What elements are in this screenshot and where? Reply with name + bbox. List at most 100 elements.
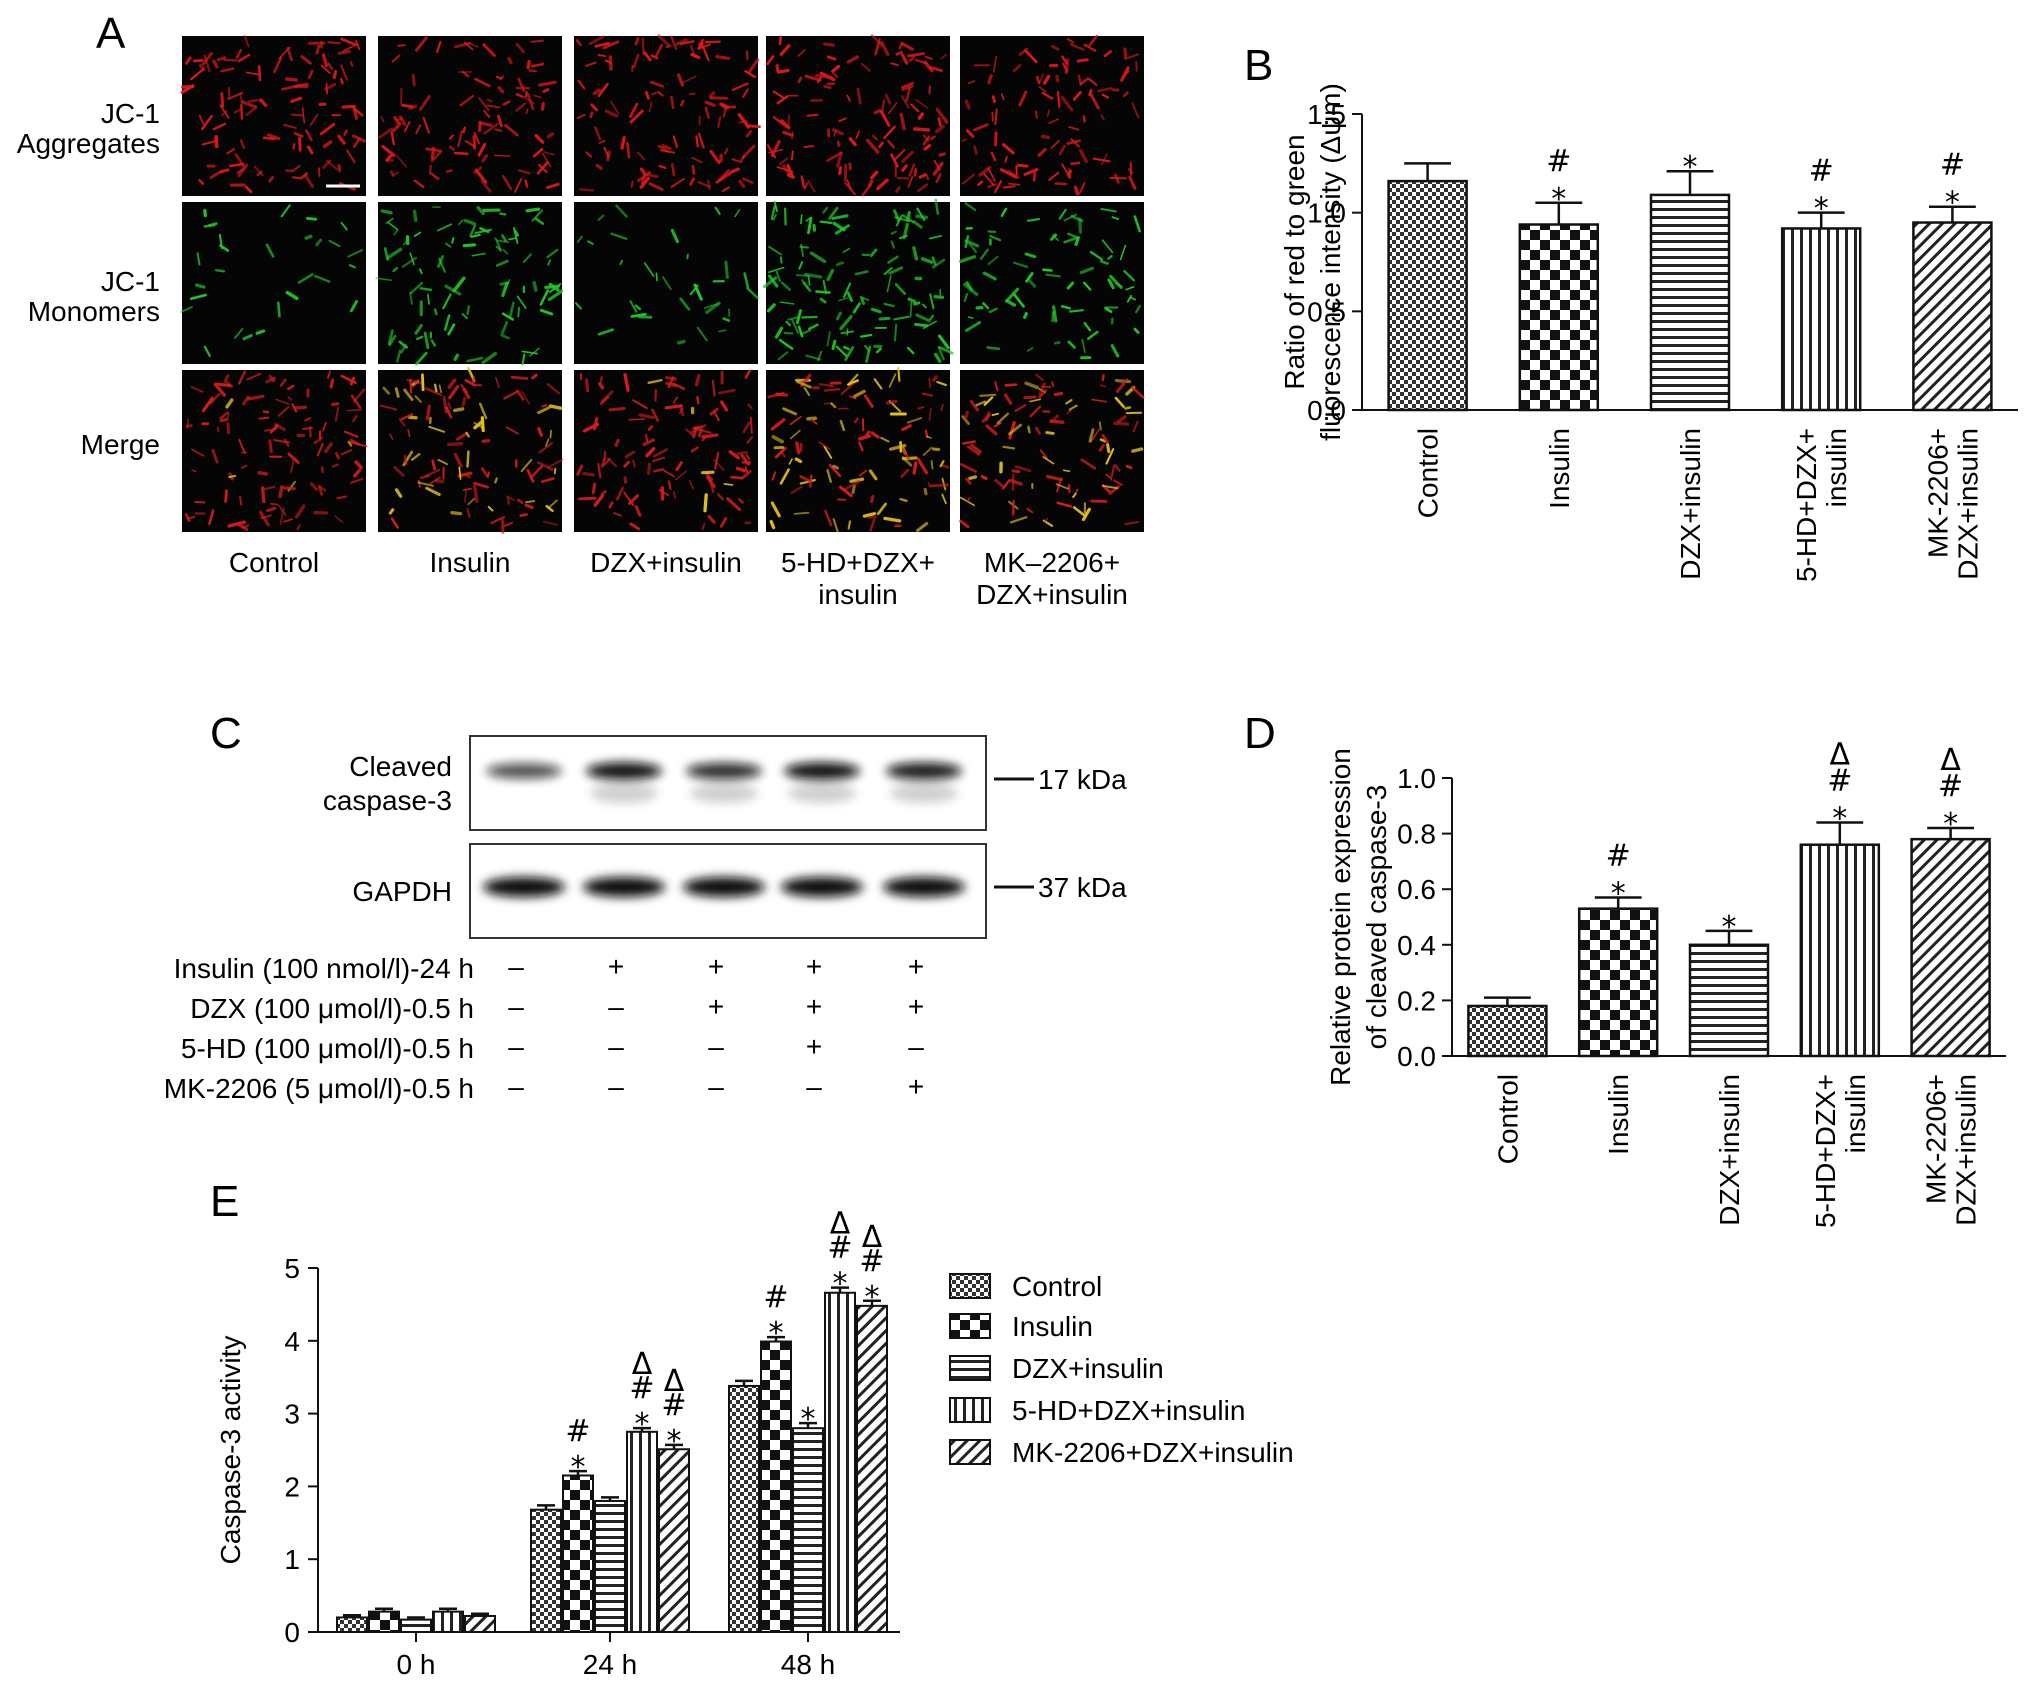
row-label-monomers: JC-1 — [101, 266, 160, 297]
treatment-label-1: DZX (100 μmol/l)-0.5 h — [190, 993, 474, 1024]
sig-marker-E: # — [565, 1414, 590, 1449]
legend-swatch-1 — [949, 1313, 991, 1339]
bar-E-0-0 — [336, 1616, 368, 1633]
treatment-sign-2-2: – — [708, 1031, 724, 1062]
blot-smear-3 — [788, 783, 856, 803]
micrograph-aggregates-4 — [960, 34, 1144, 196]
ytick-label-B: 1.0 — [1307, 198, 1346, 229]
xtick-label-D-0: Control — [1492, 1074, 1523, 1164]
row-label-aggregates: Aggregates — [17, 128, 160, 159]
treatment-sign-0-3: + — [806, 951, 822, 982]
ytick-label-E: 2 — [284, 1471, 300, 1502]
panel-letter-d: D — [1244, 709, 1276, 758]
legend-label-1: Insulin — [1012, 1311, 1093, 1342]
blot-band-1-2 — [683, 877, 765, 897]
ytick-label-B: 0.0 — [1307, 395, 1346, 426]
xtick-label-D-1: Insulin — [1603, 1074, 1634, 1155]
bar-E-1-0 — [530, 1508, 562, 1634]
sig-marker-E: # — [629, 1371, 654, 1406]
sig-marker-D-2: * — [1722, 910, 1737, 945]
ytick-label-E: 4 — [284, 1326, 300, 1357]
blot-band-1-0 — [483, 877, 565, 897]
sig-marker-E: * — [833, 1267, 848, 1302]
sig-marker-E: * — [769, 1316, 784, 1351]
blot-smear-2 — [690, 783, 758, 803]
treatment-sign-2-0: – — [508, 1031, 524, 1062]
bar-E-2-4 — [856, 1304, 888, 1633]
ytick-label-E: 5 — [284, 1253, 300, 1284]
micrograph-monomers-2 — [574, 202, 759, 364]
treatment-sign-1-4: + — [908, 991, 924, 1022]
sig-marker-B-1: # — [1546, 144, 1571, 179]
col-label-3: insulin — [818, 579, 897, 610]
sig-marker-E: * — [865, 1280, 880, 1315]
xtick-label-E-0: 0 h — [397, 1649, 436, 1680]
micrograph-merge-4 — [959, 370, 1145, 532]
y-axis-title-B: fluorescence intensity (Δψm) — [1315, 83, 1346, 441]
blot-band-1-4 — [883, 877, 965, 897]
ytick-label-D: 0.6 — [1397, 874, 1436, 905]
panel-letter-a: A — [96, 9, 126, 58]
ytick-label-E: 3 — [284, 1399, 300, 1430]
sig-marker-E: # — [827, 1231, 852, 1266]
col-label-1: Insulin — [430, 547, 511, 578]
blot-protein-label-0: caspase-3 — [323, 785, 452, 816]
sig-marker-E: # — [661, 1388, 686, 1423]
treatment-sign-0-4: + — [908, 951, 924, 982]
row-label-monomers: Monomers — [28, 296, 160, 327]
bar-E-1-4 — [658, 1448, 690, 1633]
panel-d-chart: 0.00.20.40.60.81.0Control*#Insulin*DZX+i… — [1325, 737, 2006, 1228]
sig-marker-D-3: # — [1827, 763, 1852, 798]
xtick-label-D-4: MK-2206+ — [1921, 1074, 1952, 1204]
bar-E-0-4 — [464, 1614, 496, 1634]
micrograph-merge-0 — [182, 370, 368, 532]
xtick-label-D-3: 5-HD+DZX+ — [1810, 1074, 1841, 1228]
bar-B-2 — [1649, 193, 1731, 412]
bar-B-3 — [1780, 227, 1862, 412]
sig-marker-E: Δ — [830, 1207, 851, 1242]
sig-marker-D-1: * — [1611, 877, 1626, 912]
sig-marker-E: # — [859, 1244, 884, 1279]
xtick-label-B-3: 5-HD+DZX+ — [1791, 428, 1822, 582]
treatment-sign-0-0: – — [508, 951, 524, 982]
micrograph-monomers-0 — [180, 202, 366, 364]
legend-swatch-2 — [949, 1355, 991, 1381]
micrograph-merge-1 — [378, 366, 564, 534]
ytick-label-D: 0.8 — [1397, 819, 1436, 850]
bar-E-0-1 — [368, 1610, 400, 1633]
sig-marker-B-1: * — [1551, 182, 1566, 217]
bar-D-2 — [1688, 943, 1770, 1058]
sig-marker-B-3: # — [1809, 154, 1834, 189]
blot-band-1-3 — [781, 877, 863, 897]
treatment-label-3: MK-2206 (5 μmol/l)-0.5 h — [164, 1073, 474, 1104]
treatment-sign-2-3: + — [806, 1031, 822, 1062]
row-label-merge: Merge — [81, 429, 160, 460]
treatment-label-2: 5-HD (100 μmol/l)-0.5 h — [181, 1033, 474, 1064]
treatment-sign-1-2: + — [708, 991, 724, 1022]
sig-marker-E: * — [667, 1424, 682, 1459]
y-axis-title-D: of cleaved caspase-3 — [1361, 785, 1392, 1050]
sig-marker-E: Δ — [632, 1347, 653, 1382]
treatment-sign-0-1: + — [608, 951, 624, 982]
bar-D-0 — [1467, 1004, 1548, 1058]
micrograph-aggregates-2 — [574, 34, 761, 196]
sig-marker-D-4: * — [1943, 807, 1958, 842]
blot-band-0-0 — [486, 763, 562, 779]
y-axis-title-E: Caspase-3 activity — [215, 1336, 246, 1565]
ytick-label-B: 0.5 — [1307, 296, 1346, 327]
legend-label-2: DZX+insulin — [1012, 1353, 1164, 1384]
treatment-sign-3-0: – — [508, 1071, 524, 1102]
bar-E-2-3 — [824, 1291, 856, 1633]
xtick-label-E-2: 48 h — [781, 1649, 836, 1680]
treatment-sign-3-4: + — [908, 1071, 924, 1102]
sig-marker-B-3: * — [1814, 192, 1829, 227]
sig-marker-E: Δ — [862, 1220, 883, 1255]
treatment-sign-3-2: – — [708, 1071, 724, 1102]
xtick-label-D-2: DZX+insulin — [1714, 1074, 1745, 1226]
xtick-label-B-0: Control — [1413, 428, 1444, 518]
legend-label-4: MK-2206+DZX+insulin — [1012, 1437, 1294, 1468]
col-label-0: Control — [229, 547, 319, 578]
legend-swatch-3 — [949, 1397, 991, 1423]
ytick-label-D: 1.0 — [1397, 763, 1436, 794]
